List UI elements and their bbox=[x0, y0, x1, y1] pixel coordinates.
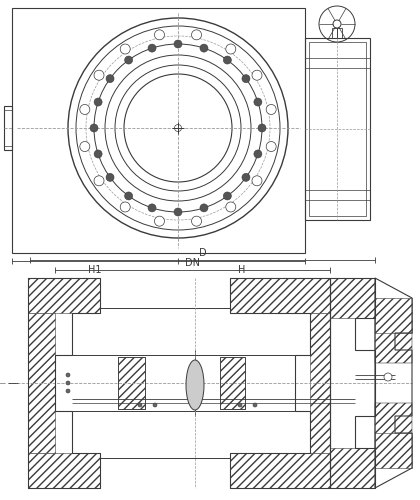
Circle shape bbox=[253, 403, 257, 407]
Circle shape bbox=[94, 176, 104, 186]
Circle shape bbox=[223, 56, 231, 64]
Circle shape bbox=[192, 30, 202, 40]
Circle shape bbox=[226, 202, 236, 212]
Polygon shape bbox=[230, 453, 330, 488]
Polygon shape bbox=[330, 278, 375, 318]
Circle shape bbox=[254, 150, 262, 158]
Circle shape bbox=[90, 124, 98, 132]
Polygon shape bbox=[220, 357, 245, 409]
Polygon shape bbox=[230, 278, 330, 313]
Circle shape bbox=[153, 403, 157, 407]
Circle shape bbox=[106, 74, 114, 82]
Text: —: — bbox=[0, 380, 6, 386]
Ellipse shape bbox=[186, 360, 204, 410]
Circle shape bbox=[66, 389, 70, 393]
Circle shape bbox=[174, 40, 182, 48]
Circle shape bbox=[125, 192, 133, 200]
Circle shape bbox=[80, 104, 90, 115]
Circle shape bbox=[242, 74, 250, 82]
Circle shape bbox=[252, 176, 262, 186]
Circle shape bbox=[192, 216, 202, 226]
Circle shape bbox=[254, 98, 262, 106]
Polygon shape bbox=[375, 318, 412, 363]
Polygon shape bbox=[28, 278, 100, 313]
Circle shape bbox=[242, 174, 250, 182]
Circle shape bbox=[138, 403, 142, 407]
Circle shape bbox=[125, 56, 133, 64]
Circle shape bbox=[384, 373, 392, 381]
Polygon shape bbox=[375, 298, 412, 333]
Circle shape bbox=[226, 44, 236, 54]
Circle shape bbox=[94, 98, 102, 106]
Polygon shape bbox=[28, 313, 55, 453]
Circle shape bbox=[148, 44, 156, 52]
Text: H1: H1 bbox=[88, 265, 102, 275]
Circle shape bbox=[266, 104, 276, 115]
Circle shape bbox=[66, 373, 70, 377]
Circle shape bbox=[106, 174, 114, 182]
Bar bbox=[332, 28, 342, 38]
Circle shape bbox=[94, 150, 102, 158]
Circle shape bbox=[266, 142, 276, 152]
Circle shape bbox=[155, 30, 165, 40]
Circle shape bbox=[94, 70, 104, 80]
Circle shape bbox=[252, 70, 262, 80]
Bar bbox=[4, 106, 12, 150]
Circle shape bbox=[174, 208, 182, 216]
Polygon shape bbox=[375, 433, 412, 468]
Circle shape bbox=[120, 44, 130, 54]
Text: H: H bbox=[238, 265, 245, 275]
Polygon shape bbox=[310, 313, 330, 453]
Text: DN: DN bbox=[185, 258, 200, 268]
Circle shape bbox=[223, 192, 231, 200]
Circle shape bbox=[258, 124, 266, 132]
Circle shape bbox=[333, 20, 341, 28]
Circle shape bbox=[148, 204, 156, 212]
Circle shape bbox=[120, 202, 130, 212]
Text: D: D bbox=[199, 248, 206, 258]
Bar bbox=[309, 42, 366, 216]
Circle shape bbox=[200, 44, 208, 52]
Circle shape bbox=[238, 403, 242, 407]
Bar bbox=[12, 8, 305, 253]
Polygon shape bbox=[330, 448, 375, 488]
Polygon shape bbox=[28, 453, 100, 488]
Circle shape bbox=[155, 216, 165, 226]
Circle shape bbox=[66, 381, 70, 385]
Bar bbox=[305, 38, 370, 220]
Polygon shape bbox=[375, 403, 412, 448]
Polygon shape bbox=[118, 357, 145, 409]
Circle shape bbox=[200, 204, 208, 212]
Circle shape bbox=[80, 142, 90, 152]
